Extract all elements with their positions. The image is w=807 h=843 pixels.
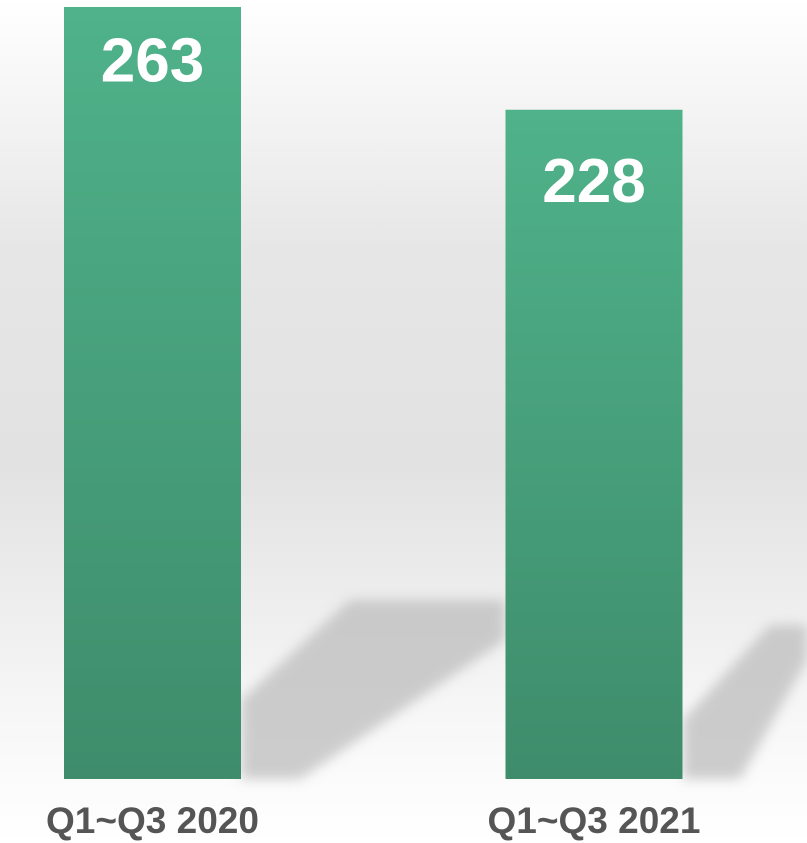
bar [64,7,241,779]
value-label: 228 [542,147,645,216]
x-tick-label: Q1~Q3 2020 [46,800,259,841]
value-label: 263 [101,26,204,95]
bar [505,109,683,779]
bar-shadow [683,625,807,779]
bar-shadow [241,600,505,779]
x-tick-label: Q1~Q3 2021 [488,800,701,841]
